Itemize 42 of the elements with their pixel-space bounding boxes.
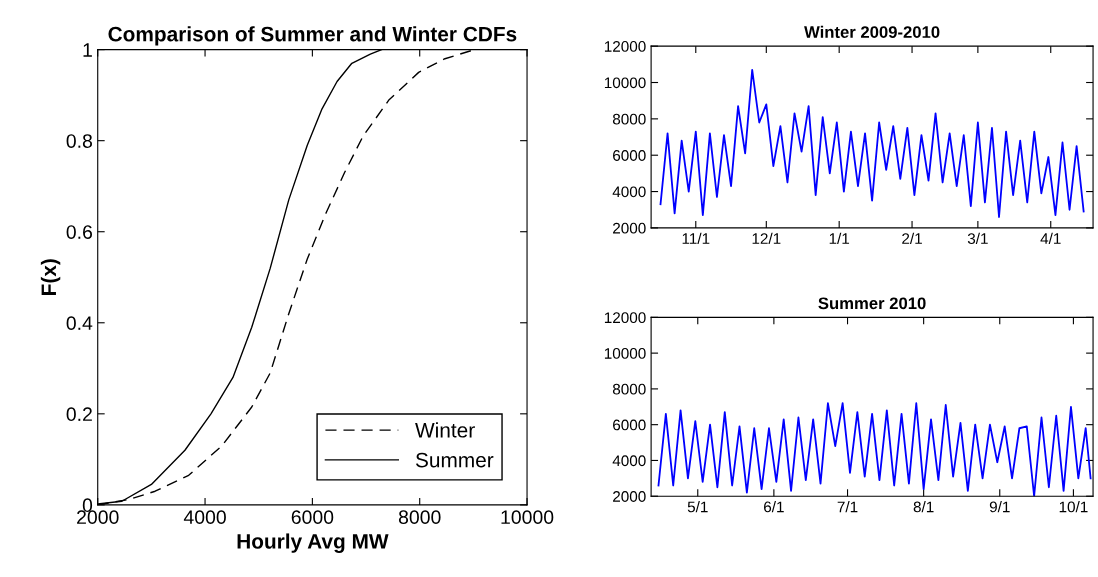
- y-axis-title: F(x): [40, 259, 61, 295]
- legend-label: Summer: [415, 452, 494, 468]
- y-tick-label: 12000: [604, 312, 646, 324]
- y-tick-label: 8000: [612, 383, 646, 395]
- chart-title: Summer 2010: [818, 297, 926, 310]
- y-tick-label: 2000: [613, 222, 646, 234]
- y-tick-label: 6000: [613, 150, 646, 161]
- x-tick-label: 1/1: [829, 232, 850, 244]
- x-tick-label: 6000: [291, 510, 334, 525]
- x-tick-label: 4/1: [1040, 232, 1061, 244]
- y-tick-label: 10000: [604, 347, 646, 359]
- x-tick-label: 6/1: [764, 501, 784, 513]
- y-tick-label: 6000: [613, 419, 646, 431]
- x-tick-label: 10000: [501, 510, 554, 525]
- x-tick-label: 11/1: [682, 232, 710, 244]
- y-tick-label: 0.2: [66, 407, 92, 422]
- x-tick-label: 3/1: [967, 232, 988, 244]
- x-tick-label: 8/1: [913, 501, 934, 513]
- x-tick-label: 4000: [183, 510, 226, 525]
- x-tick-label: 12/1: [752, 232, 781, 244]
- y-tick-label: 8000: [612, 113, 646, 125]
- x-tick-label: 9/1: [989, 501, 1010, 513]
- line-series: [657, 402, 1092, 497]
- y-tick-label: 1: [83, 43, 92, 57]
- y-tick-label: 10000: [604, 77, 646, 89]
- x-tick-label: 10/1: [1059, 501, 1088, 513]
- y-tick-label: 12000: [604, 41, 646, 52]
- x-tick-label: 8000: [398, 510, 441, 525]
- y-tick-label: 2000: [613, 491, 646, 502]
- y-tick-label: 4000: [612, 455, 646, 467]
- y-tick-label: 0.6: [66, 225, 93, 239]
- y-tick-label: 4000: [612, 186, 646, 198]
- chart-title: Comparison of Summer and Winter CDFs: [108, 26, 517, 46]
- y-tick-label: 0.8: [66, 134, 93, 148]
- x-tick-label: 2/1: [902, 232, 922, 244]
- line-series: [659, 68, 1085, 218]
- x-tick-label: 5/1: [687, 501, 708, 513]
- chart-title: Winter 2009-2010: [804, 25, 940, 38]
- x-axis-title: Hourly Avg MW: [237, 533, 389, 553]
- x-tick-label: 7/1: [837, 501, 858, 513]
- legend-label: Winter: [415, 422, 475, 438]
- y-tick-label: 0.4: [66, 316, 93, 331]
